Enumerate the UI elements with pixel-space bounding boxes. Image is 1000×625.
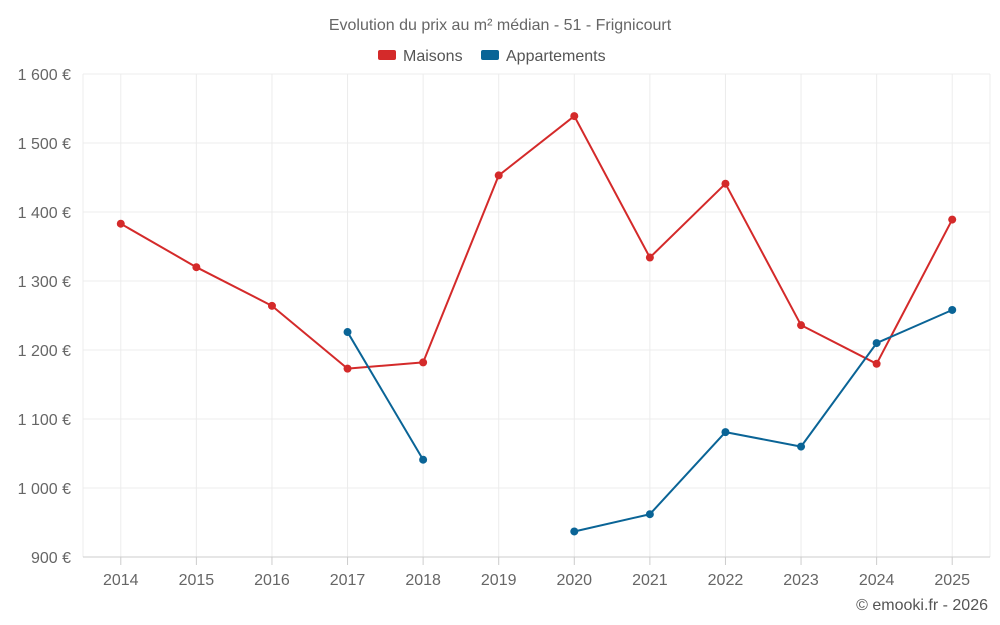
y-tick-label: 1 500 €	[18, 136, 71, 153]
legend-item-maisons[interactable]: Maisons	[378, 48, 463, 65]
legend-item-appartements[interactable]: Appartements	[481, 48, 606, 65]
data-point-maisons-2019[interactable]	[494, 171, 503, 180]
series-line-appartements	[346, 331, 425, 461]
chart-title: Evolution du prix au m² médian - 51 - Fr…	[329, 17, 672, 34]
y-tick-label: 1 400 €	[18, 205, 71, 222]
series	[116, 112, 957, 536]
data-point-appartements-2017[interactable]	[343, 328, 352, 337]
y-tick-label: 1 200 €	[18, 343, 71, 360]
x-tick-label: 2014	[103, 572, 139, 589]
y-tick-label: 1 600 €	[18, 67, 71, 84]
data-point-maisons-2018[interactable]	[419, 358, 428, 367]
x-tick-label: 2023	[783, 572, 819, 589]
x-tick-label: 2021	[632, 572, 668, 589]
y-tick-label: 1 100 €	[18, 412, 71, 429]
x-tick-label: 2019	[481, 572, 517, 589]
legend-label-maisons: Maisons	[403, 48, 463, 65]
legend-swatch-maisons	[378, 50, 396, 60]
x-tick-label: 2015	[179, 572, 215, 589]
data-point-maisons-2022[interactable]	[721, 179, 730, 188]
x-tick-label: 2016	[254, 572, 290, 589]
data-point-maisons-2016[interactable]	[267, 301, 276, 310]
data-point-maisons-2015[interactable]	[192, 263, 201, 272]
series-appartements	[343, 305, 957, 536]
x-tick-label: 2017	[330, 572, 366, 589]
data-point-appartements-2021[interactable]	[645, 510, 654, 519]
y-tick-label: 1 300 €	[18, 274, 71, 291]
legend-swatch-appartements	[481, 50, 499, 60]
series-maisons	[116, 112, 957, 373]
y-tick-label: 900 €	[31, 550, 71, 567]
data-point-appartements-2024[interactable]	[872, 339, 881, 348]
data-point-appartements-2020[interactable]	[570, 527, 579, 536]
data-point-appartements-2023[interactable]	[797, 442, 806, 451]
data-point-maisons-2024[interactable]	[872, 359, 881, 368]
series-line-appartements	[573, 308, 954, 533]
data-point-maisons-2014[interactable]	[116, 219, 125, 228]
grid	[82, 73, 991, 557]
x-tick-label: 2018	[405, 572, 441, 589]
legend: Maisons Appartements	[378, 48, 606, 65]
y-tick-label: 1 000 €	[18, 481, 71, 498]
data-point-maisons-2020[interactable]	[570, 112, 579, 121]
x-tick-label: 2020	[556, 572, 592, 589]
data-point-appartements-2025[interactable]	[948, 305, 957, 314]
x-tick-label: 2024	[859, 572, 895, 589]
axes: 900 € 1 000 € 1 100 € 1 200 € 1 300 € 1 400 €…	[18, 67, 990, 589]
data-point-maisons-2017[interactable]	[343, 364, 352, 373]
legend-label-appartements: Appartements	[506, 48, 606, 65]
data-point-maisons-2023[interactable]	[797, 321, 806, 330]
x-tick-label: 2022	[708, 572, 744, 589]
x-tick-label: 2025	[934, 572, 970, 589]
data-point-appartements-2022[interactable]	[721, 428, 730, 437]
data-point-maisons-2021[interactable]	[645, 253, 654, 262]
series-line-maisons	[119, 115, 954, 370]
data-point-maisons-2025[interactable]	[948, 215, 957, 224]
credit-text: © emooki.fr - 2026	[856, 597, 988, 614]
data-point-appartements-2018[interactable]	[419, 455, 428, 464]
